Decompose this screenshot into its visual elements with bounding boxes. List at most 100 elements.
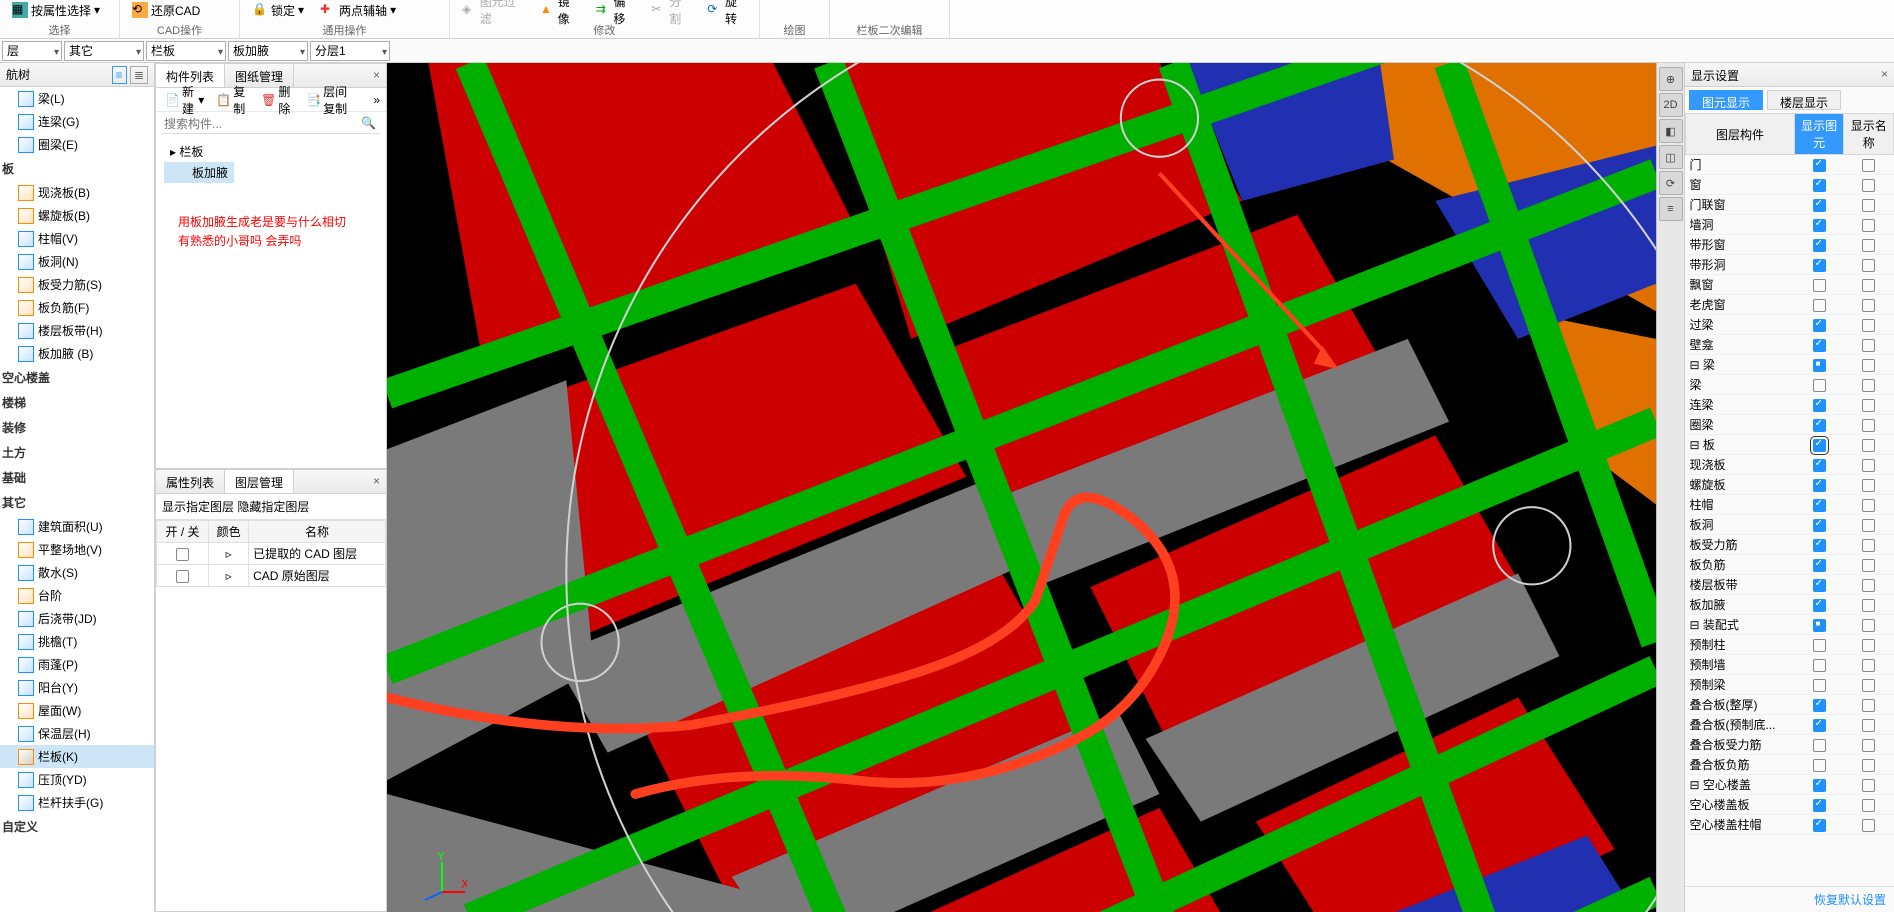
nav-view2-icon[interactable]: ≣ [130,66,148,84]
ds-row[interactable]: 门 [1686,155,1894,175]
nav-item[interactable]: 台阶 [0,584,154,607]
ds-row[interactable]: 板加腋 [1686,595,1894,615]
nav-item[interactable]: 阳台(Y) [0,676,154,699]
ds-row[interactable]: 叠合板(预制底... [1686,715,1894,735]
ds-row[interactable]: 柱帽 [1686,495,1894,515]
ds-row[interactable]: 墙洞 [1686,215,1894,235]
dd-other[interactable]: 其它 [64,41,144,61]
ds-row[interactable]: ⊟ 梁 [1686,355,1894,375]
nav-group[interactable]: 土方 [0,440,154,465]
btn-lock[interactable]: 🔒锁定▾ [248,1,308,20]
ds-row[interactable]: 壁龛 [1686,335,1894,355]
nav-group[interactable]: 其它 [0,490,154,515]
nav-item[interactable]: 保温层(H) [0,722,154,745]
close-icon[interactable]: × [367,470,386,493]
ds-row[interactable]: ⊟ 板 [1686,435,1894,455]
ds-row[interactable]: 空心楼盖板 [1686,795,1894,815]
nav-item[interactable]: 屋面(W) [0,699,154,722]
ds-row[interactable]: 飘窗 [1686,275,1894,295]
nav-item[interactable]: 压顶(YD) [0,768,154,791]
btn-restore-cad[interactable]: ⟲还原CAD [128,1,204,20]
tab-properties[interactable]: 属性列表 [156,470,225,493]
nav-item[interactable]: 挑檐(T) [0,630,154,653]
nav-item[interactable]: 板受力筋(S) [0,273,154,296]
dd-railing[interactable]: 栏板 [146,41,226,61]
tab-element-display[interactable]: 图元显示 [1689,90,1763,110]
ds-row[interactable]: 叠合板(整厚) [1686,695,1894,715]
nav-group[interactable]: 楼梯 [0,390,154,415]
ds-row[interactable]: 门联窗 [1686,195,1894,215]
nav-item[interactable]: 板负筋(F) [0,296,154,319]
svg-text:X: X [461,877,467,891]
nav-item[interactable]: 连梁(G) [0,110,154,133]
nav-item[interactable]: 栏杆扶手(G) [0,791,154,814]
ds-row[interactable]: 老虎窗 [1686,295,1894,315]
ds-row[interactable]: 梁 [1686,375,1894,395]
nav-item[interactable]: 栏板(K) [0,745,154,768]
search-icon[interactable]: 🔍 [361,116,376,130]
ds-row[interactable]: 楼层板带 [1686,575,1894,595]
nav-group[interactable]: 基础 [0,465,154,490]
ds-row[interactable]: 叠合板负筋 [1686,755,1894,775]
tool-rotate-icon[interactable]: ⟳ [1659,171,1683,195]
tool-cube-icon[interactable]: ◫ [1659,145,1683,169]
nav-item[interactable]: 平整场地(V) [0,538,154,561]
ribbon-label-draw: 绘图 [768,20,821,38]
ds-row[interactable]: ⊟ 空心楼盖 [1686,775,1894,795]
nav-item[interactable]: 梁(L) [0,87,154,110]
nav-group[interactable]: 装修 [0,415,154,440]
property-panel: 属性列表 图层管理 × 显示指定图层 隐藏指定图层 开 / 关颜色名称 ▹已提取… [155,469,387,912]
tool-nav-icon[interactable]: ⊕ [1659,67,1683,91]
ds-row[interactable]: 带形洞 [1686,255,1894,275]
ds-row[interactable]: 螺旋板 [1686,475,1894,495]
ds-row[interactable]: 空心楼盖柱帽 [1686,815,1894,835]
tool-iso-icon[interactable]: ◧ [1659,119,1683,143]
btn-two-point-axis[interactable]: ✚两点辅轴▾ [316,1,400,20]
search-input[interactable] [162,115,380,134]
close-icon[interactable]: × [367,64,386,87]
ds-row[interactable]: 窗 [1686,175,1894,195]
ds-row[interactable]: 预制墙 [1686,655,1894,675]
nav-group[interactable]: 自定义 [0,814,154,839]
nav-item[interactable]: 螺旋板(B) [0,204,154,227]
close-icon[interactable]: × [1881,67,1888,82]
ds-row[interactable]: 板负筋 [1686,555,1894,575]
ds-row[interactable]: 板洞 [1686,515,1894,535]
ds-row[interactable]: 圈梁 [1686,415,1894,435]
ds-row[interactable]: 预制梁 [1686,675,1894,695]
dd-haunch[interactable]: 板加腋 [228,41,308,61]
nav-item[interactable]: 圈梁(E) [0,133,154,156]
dd-floor[interactable]: 层 [2,41,62,61]
nav-item[interactable]: 现浇板(B) [0,181,154,204]
3d-viewport[interactable]: Y X [387,63,1656,912]
nav-item[interactable]: 板洞(N) [0,250,154,273]
nav-item[interactable]: 后浇带(JD) [0,607,154,630]
nav-item[interactable]: 建筑面积(U) [0,515,154,538]
ds-row[interactable]: 预制柱 [1686,635,1894,655]
tab-layers[interactable]: 图层管理 [225,470,294,493]
ds-row[interactable]: 过梁 [1686,315,1894,335]
tool-2d-icon[interactable]: 2D [1659,93,1683,117]
tab-floor-display[interactable]: 楼层显示 [1767,90,1841,110]
tree-node-root[interactable]: ▸ 栏板 [164,141,378,162]
ds-row[interactable]: 板受力筋 [1686,535,1894,555]
ds-row[interactable]: ⊟ 装配式 [1686,615,1894,635]
ds-row[interactable]: 连梁 [1686,395,1894,415]
nav-item[interactable]: 雨蓬(P) [0,653,154,676]
more-icon[interactable]: » [373,93,380,107]
nav-item[interactable]: 柱帽(V) [0,227,154,250]
tree-leaf-haunch[interactable]: 板加腋 [164,162,234,183]
nav-item[interactable]: 楼层板带(H) [0,319,154,342]
nav-item[interactable]: 散水(S) [0,561,154,584]
ds-row[interactable]: 现浇板 [1686,455,1894,475]
dd-layer[interactable]: 分层1 [310,41,390,61]
btn-select-by-attr[interactable]: ▦按属性选择▾ [8,1,104,20]
nav-group[interactable]: 空心楼盖 [0,365,154,390]
tool-list-icon[interactable]: ≡ [1659,197,1683,221]
ds-row[interactable]: 带形窗 [1686,235,1894,255]
reset-defaults[interactable]: 恢复默认设置 [1685,886,1894,912]
nav-view1-icon[interactable]: ≡ [112,66,127,84]
ds-row[interactable]: 叠合板受力筋 [1686,735,1894,755]
nav-group[interactable]: 板 [0,156,154,181]
nav-item[interactable]: 板加腋 (B) [0,342,154,365]
